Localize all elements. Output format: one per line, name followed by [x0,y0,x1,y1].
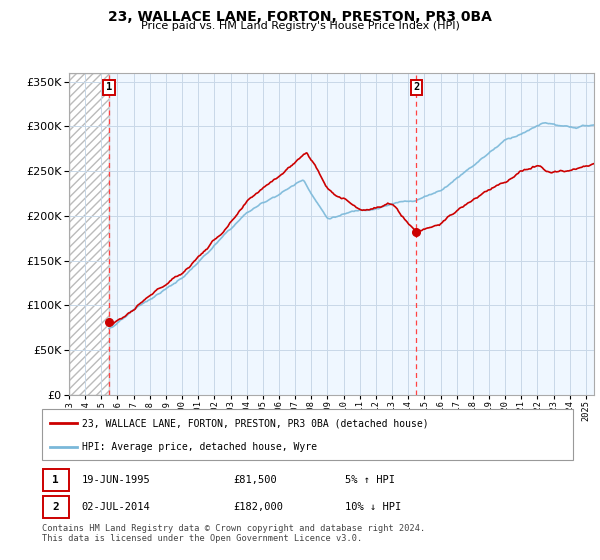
Text: 2: 2 [52,502,59,512]
Text: 23, WALLACE LANE, FORTON, PRESTON, PR3 0BA: 23, WALLACE LANE, FORTON, PRESTON, PR3 0… [108,10,492,24]
Text: 1: 1 [52,475,59,484]
Text: £81,500: £81,500 [233,475,277,484]
Text: 5% ↑ HPI: 5% ↑ HPI [344,475,395,484]
Text: Contains HM Land Registry data © Crown copyright and database right 2024.
This d: Contains HM Land Registry data © Crown c… [42,524,425,543]
Text: 23, WALLACE LANE, FORTON, PRESTON, PR3 0BA (detached house): 23, WALLACE LANE, FORTON, PRESTON, PR3 0… [82,418,428,428]
Bar [109,73,594,395]
Text: £182,000: £182,000 [233,502,283,512]
FancyBboxPatch shape [43,496,68,518]
FancyBboxPatch shape [42,409,573,460]
Bar [69,73,109,395]
Text: HPI: Average price, detached house, Wyre: HPI: Average price, detached house, Wyre [82,442,317,452]
Text: Price paid vs. HM Land Registry's House Price Index (HPI): Price paid vs. HM Land Registry's House … [140,21,460,31]
Text: 19-JUN-1995: 19-JUN-1995 [82,475,151,484]
Text: 02-JUL-2014: 02-JUL-2014 [82,502,151,512]
Text: 10% ↓ HPI: 10% ↓ HPI [344,502,401,512]
Text: 1: 1 [106,82,112,92]
Text: 2: 2 [413,82,419,92]
FancyBboxPatch shape [43,469,68,491]
